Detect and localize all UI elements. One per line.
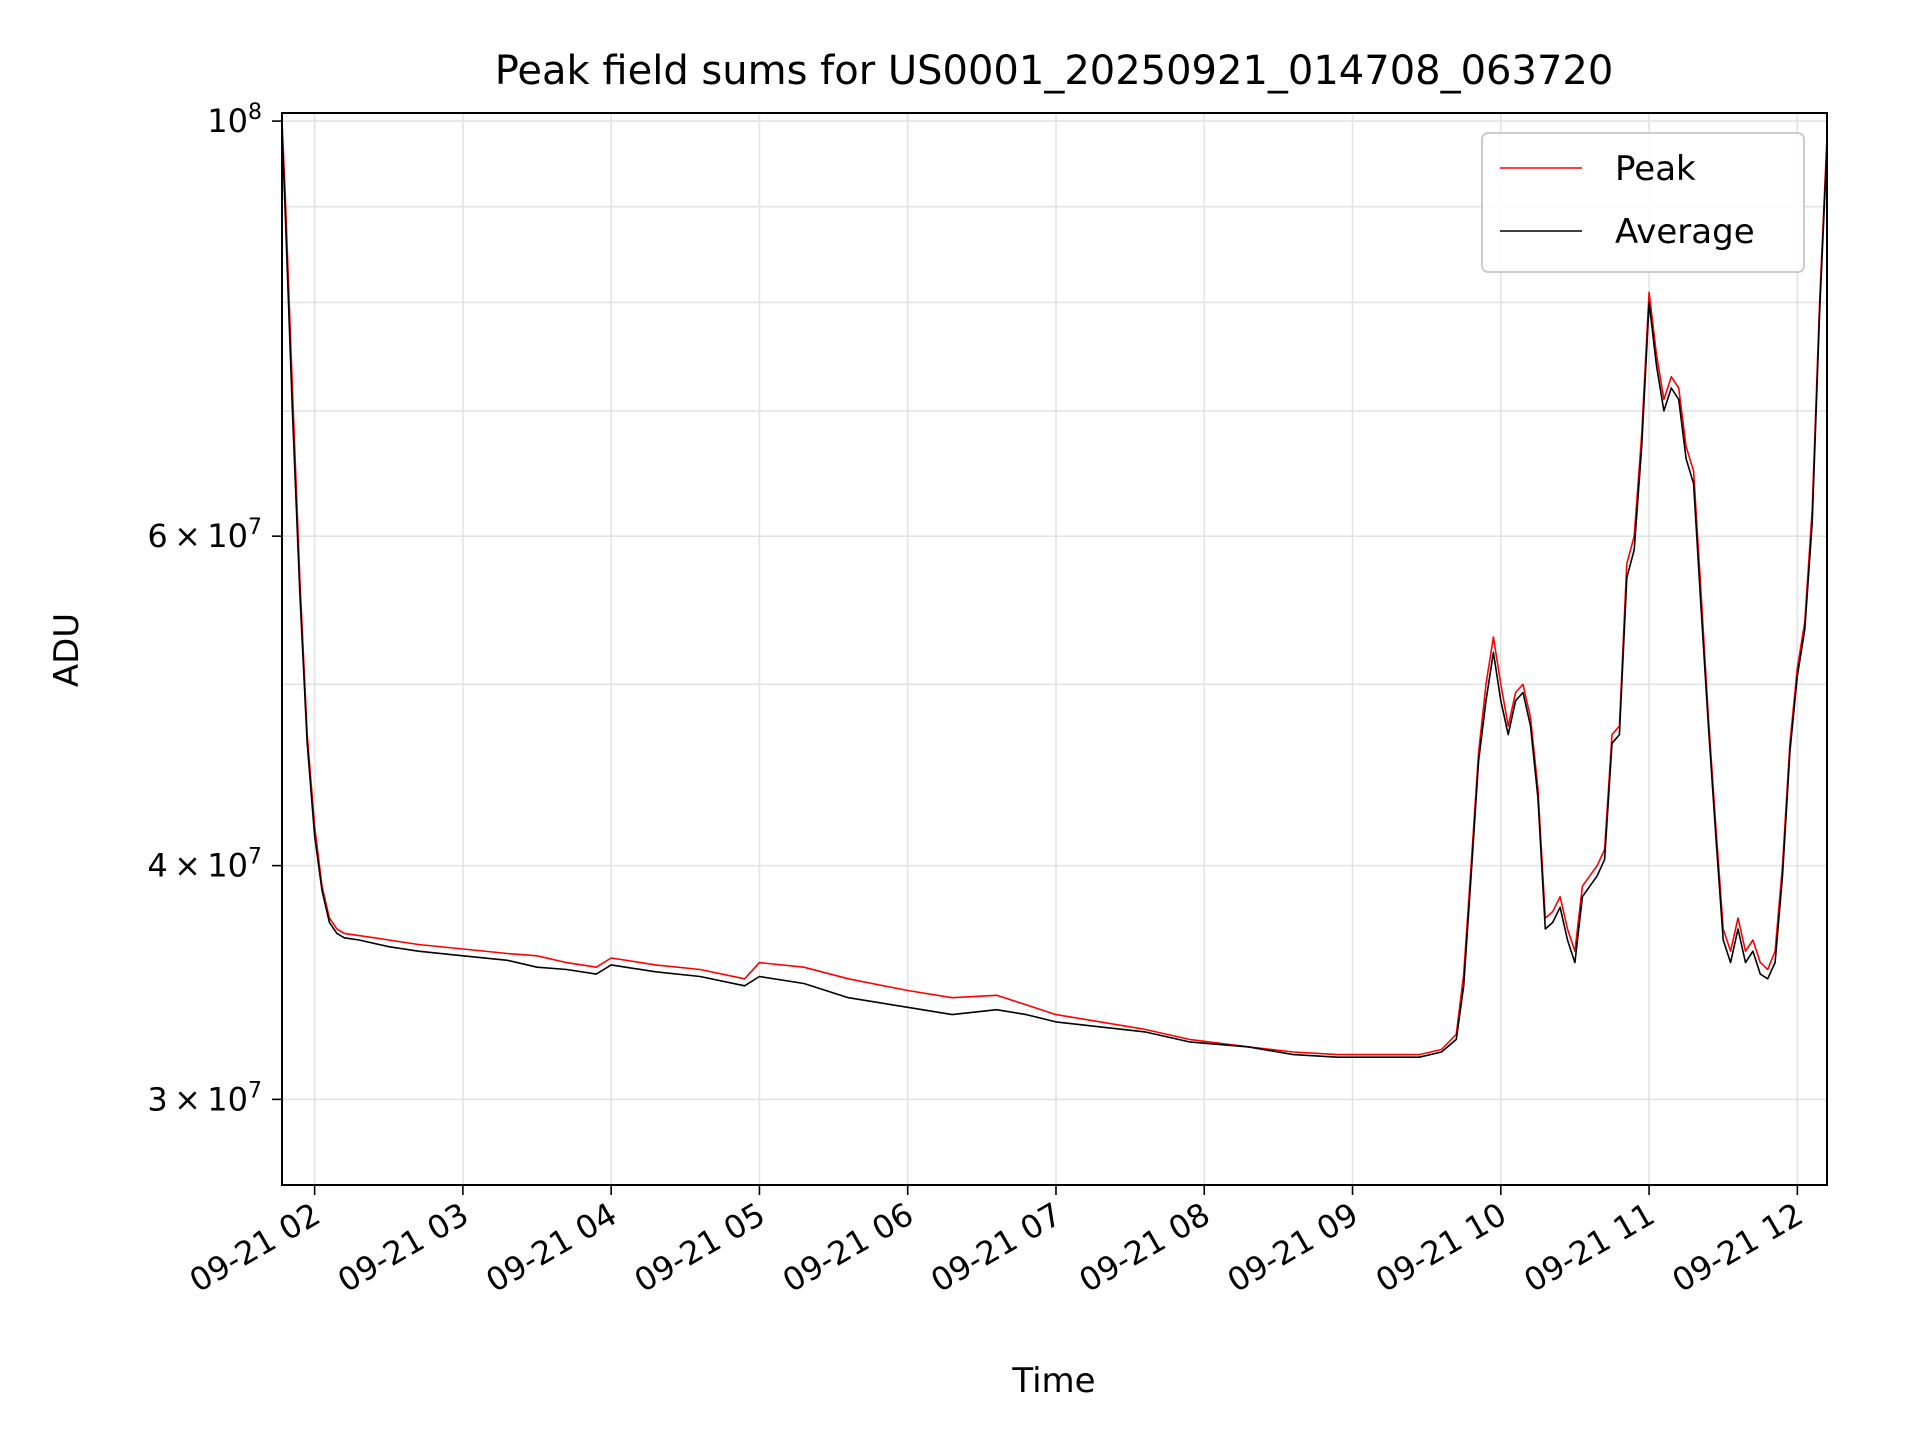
y-tick-exponent: 8 [248,100,262,125]
legend-average-label: Average [1615,212,1755,252]
average-series-line [281,129,1828,1058]
chart-title: Peak field sums for US0001_20250921_0147… [495,48,1614,94]
y-axis-label: ADU [47,613,87,687]
y-tick-exponent: 7 [248,515,262,540]
plot-frame [281,112,1828,1186]
y-tick-exponent: 7 [248,1078,262,1103]
y-tick-label: 6 × 107 [147,515,262,555]
y-tick-label: 4 × 107 [147,845,262,885]
y-tick-label: 3 × 107 [147,1078,262,1118]
legend: Peak Average [1481,132,1805,273]
x-axis-label: Time [1011,1361,1095,1401]
y-tick-exponent: 7 [248,845,262,870]
legend-peak-label: Peak [1615,149,1696,189]
plot-lines [281,121,1828,1058]
